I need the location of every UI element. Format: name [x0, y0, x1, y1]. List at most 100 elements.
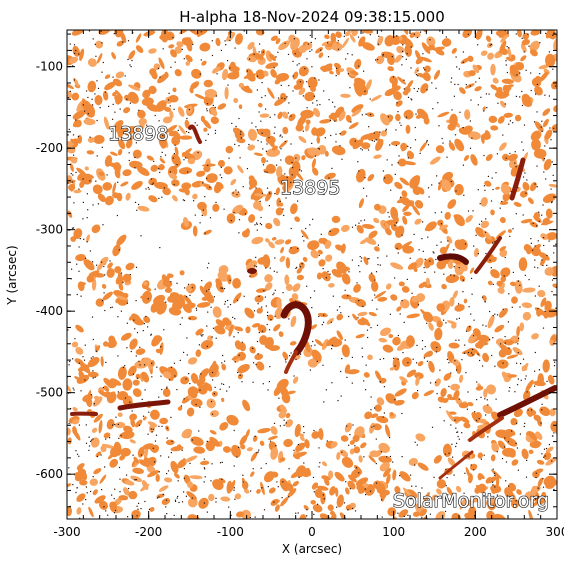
chromosphere-blob	[428, 322, 434, 331]
speckle-dot	[86, 492, 88, 494]
speckle-dot	[473, 319, 475, 321]
chromosphere-blob	[217, 271, 229, 282]
speckle-dot	[472, 335, 475, 337]
speckle-dot	[292, 90, 294, 92]
speckle-dot	[252, 347, 254, 349]
chromosphere-blob	[445, 274, 460, 284]
speckle-dot	[518, 337, 520, 339]
chromosphere-blob	[118, 139, 126, 150]
speckle-dot	[168, 456, 170, 458]
chromosphere-blob	[86, 234, 90, 243]
chromosphere-blob	[351, 109, 362, 117]
chromosphere-blob	[477, 483, 487, 494]
speckle-dot	[200, 373, 202, 375]
speckle-dot	[346, 376, 348, 378]
chromosphere-blob	[311, 158, 316, 169]
speckle-dot	[262, 164, 265, 166]
speckle-dot	[444, 510, 447, 512]
speckle-dot	[521, 141, 523, 143]
speckle-dot	[358, 265, 360, 267]
speckle-dot	[419, 499, 421, 501]
speckle-dot	[206, 177, 208, 179]
speckle-dot	[119, 491, 121, 493]
speckle-dot	[253, 310, 256, 312]
speckle-dot	[401, 64, 403, 66]
chromosphere-blob	[254, 295, 264, 303]
speckle-dot	[107, 514, 109, 516]
chromosphere-blob	[373, 203, 381, 211]
speckle-dot	[525, 476, 528, 478]
speckle-dot	[236, 456, 238, 458]
chromosphere-blob	[423, 311, 434, 323]
speckle-dot	[166, 473, 168, 475]
speckle-dot	[410, 498, 412, 500]
speckle-dot	[360, 260, 362, 262]
chromosphere-blob	[324, 240, 332, 249]
chromosphere-blob	[547, 374, 555, 385]
chromosphere-blob	[514, 279, 523, 294]
speckle-dot	[384, 177, 386, 179]
speckle-dot	[258, 295, 260, 297]
chromosphere-blob	[273, 217, 281, 227]
chromosphere-blob	[356, 224, 364, 234]
speckle-dot	[268, 205, 270, 207]
speckle-dot	[336, 506, 338, 508]
chromosphere-blob	[382, 344, 394, 353]
speckle-dot	[112, 118, 114, 120]
speckle-dot	[363, 219, 366, 221]
chromosphere-blob	[480, 50, 488, 56]
speckle-dot	[318, 148, 320, 150]
speckle-dot	[253, 53, 255, 55]
speckle-dot	[525, 192, 527, 194]
chromosphere-blob	[232, 292, 242, 304]
speckle-dot	[322, 494, 324, 496]
speckle-dot	[295, 512, 297, 514]
speckle-dot	[517, 384, 519, 386]
chromosphere-blob	[450, 383, 460, 391]
speckle-dot	[369, 113, 372, 116]
speckle-dot	[325, 389, 327, 391]
speckle-dot	[273, 132, 275, 134]
speckle-dot	[136, 377, 139, 379]
speckle-dot	[206, 345, 208, 347]
speckle-dot	[274, 289, 276, 291]
speckle-dot	[195, 403, 197, 406]
chromosphere-blob	[72, 428, 81, 441]
speckle-dot	[246, 70, 248, 72]
speckle-dot	[382, 55, 384, 57]
chromosphere-blob	[397, 158, 407, 167]
chromosphere-blob	[270, 447, 279, 460]
speckle-dot	[506, 71, 508, 74]
speckle-dot	[463, 492, 465, 494]
chromosphere-blob	[341, 344, 350, 358]
chromosphere-blob	[276, 166, 283, 178]
speckle-dot	[261, 82, 263, 84]
speckle-dot	[103, 265, 105, 268]
chromosphere-blob	[414, 200, 424, 209]
speckle-dot	[233, 465, 235, 467]
speckle-dot	[494, 474, 496, 477]
speckle-dot	[492, 484, 494, 486]
chromosphere-blob	[368, 455, 376, 463]
speckle-dot	[516, 422, 518, 424]
chromosphere-blob	[226, 213, 236, 224]
chromosphere-blob	[375, 138, 384, 151]
speckle-dot	[300, 353, 302, 355]
speckle-dot	[339, 306, 341, 308]
speckle-dot	[386, 255, 388, 257]
speckle-dot	[382, 170, 384, 172]
chromosphere-blob	[415, 506, 422, 512]
speckle-dot	[444, 453, 446, 455]
speckle-dot	[120, 272, 123, 274]
chromosphere-blob	[196, 376, 206, 387]
speckle-dot	[269, 267, 271, 269]
chromosphere-blob	[67, 384, 72, 392]
y-axis: -100-200-300-400-500-600	[36, 33, 557, 508]
speckle-dot	[468, 456, 470, 458]
speckle-dot	[390, 189, 392, 191]
speckle-dot	[124, 365, 126, 367]
chromosphere-blob	[446, 235, 453, 244]
chromosphere-blob	[490, 454, 496, 462]
speckle-dot	[268, 191, 270, 193]
speckle-dot	[88, 445, 91, 447]
